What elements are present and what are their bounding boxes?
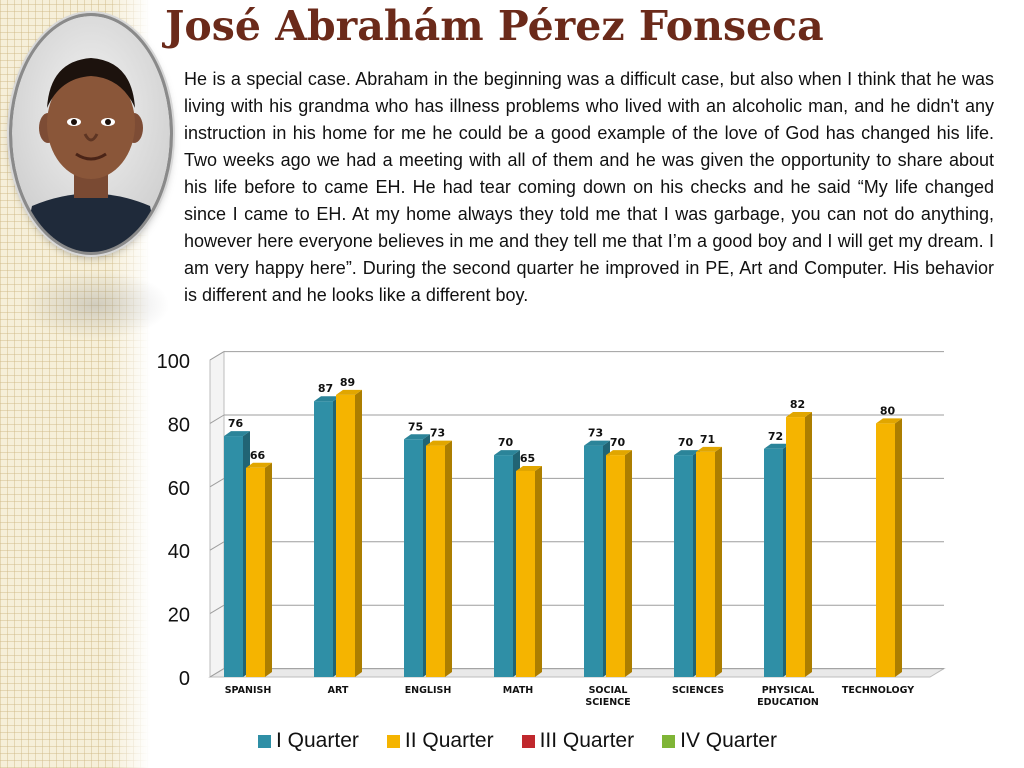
legend-swatch-q1 — [258, 734, 271, 748]
x-tick-label-2: ENGLISH — [405, 685, 452, 696]
data-label-0-6: 72 — [768, 430, 783, 443]
y-tick-label-60: 60 — [168, 478, 190, 500]
legend-label-q1: I Quarter — [276, 729, 359, 752]
bar-top-1-2 — [426, 440, 452, 446]
bar-1-0 — [246, 467, 265, 677]
x-tick-label-0: SPANISH — [225, 685, 272, 696]
legend-item-q1: I Quarter — [258, 729, 359, 753]
bar-top-1-6 — [786, 412, 812, 418]
legend-label-q3: III Quarter — [539, 729, 635, 752]
page-title: José Abrahám Pérez Fonseca — [165, 2, 824, 50]
gridline-side-80 — [209, 414, 225, 424]
x-tick-label-3: MATH — [503, 685, 534, 696]
bar-side-1-1 — [355, 389, 362, 677]
bar-0-5 — [674, 455, 693, 677]
data-label-0-5: 70 — [678, 436, 694, 449]
bar-0-3 — [494, 455, 513, 677]
x-tick-label-4-1: SCIENCE — [585, 697, 630, 708]
legend-swatch-q3 — [521, 734, 535, 748]
bar-top-0-1 — [314, 396, 340, 402]
gridline-side-40 — [209, 541, 225, 551]
bar-1-1 — [336, 394, 355, 677]
data-label-1-7: 80 — [880, 404, 896, 417]
bar-0-0 — [224, 436, 243, 677]
data-label-1-5: 71 — [700, 433, 715, 446]
legend-swatch-q4 — [662, 734, 676, 748]
data-label-1-4: 70 — [610, 436, 626, 449]
student-photo — [12, 16, 170, 252]
bar-1-4 — [606, 455, 625, 677]
bar-top-0-0 — [224, 431, 250, 437]
bar-top-0-4 — [584, 440, 610, 446]
bar-top-0-5 — [674, 450, 700, 456]
legend-item-q4: IV Quarter — [662, 729, 777, 753]
bar-0-1 — [314, 401, 333, 677]
bar-side-1-6 — [805, 412, 812, 677]
bar-top-1-0 — [246, 462, 272, 468]
chart-side-wall — [209, 350, 225, 678]
bar-1-6 — [786, 417, 805, 677]
bar-side-1-5 — [715, 446, 722, 677]
data-label-1-3: 65 — [520, 452, 535, 465]
bar-0-6 — [764, 448, 783, 677]
bar-1-7 — [876, 423, 895, 677]
data-label-0-1: 87 — [318, 382, 333, 395]
data-label-0-4: 73 — [588, 427, 603, 440]
y-tick-label-20: 20 — [168, 605, 190, 627]
y-tick-label-40: 40 — [168, 541, 190, 563]
bar-side-1-2 — [445, 440, 452, 677]
data-label-0-3: 70 — [498, 436, 514, 449]
legend-swatch-q2 — [386, 734, 400, 748]
bar-side-1-0 — [265, 462, 272, 677]
bar-0-2 — [404, 439, 423, 677]
bar-side-1-3 — [535, 465, 542, 677]
data-label-1-6: 82 — [790, 398, 805, 411]
data-label-0-2: 75 — [408, 420, 423, 433]
legend-item-q2: II Quarter — [386, 729, 494, 753]
bar-1-2 — [426, 445, 445, 677]
decorative-shadow — [20, 270, 170, 340]
bar-0-4 — [584, 445, 603, 677]
bar-top-0-3 — [494, 450, 520, 456]
gridline-side-20 — [209, 604, 225, 615]
chart-legend: I Quarter II Quarter III Quarter IV Quar… — [258, 728, 777, 754]
bar-side-1-4 — [625, 450, 632, 677]
data-label-1-0: 66 — [250, 449, 266, 462]
grades-bar-chart: 0 20 40 60 80 100 76 66 87 89 75 73 70 65 73 70 70 71 72 8… — [157, 350, 946, 708]
x-tick-label-1: ART — [328, 685, 349, 696]
bar-top-0-2 — [404, 434, 430, 440]
bar-1-5 — [696, 451, 715, 677]
bar-top-1-1 — [336, 389, 362, 395]
legend-label-q2: II Quarter — [404, 729, 494, 752]
y-tick-label-100: 100 — [157, 351, 190, 373]
x-tick-label-7: TECHNOLOGY — [842, 685, 914, 696]
gridline-side-100 — [209, 351, 225, 361]
bar-top-1-4 — [606, 450, 632, 456]
data-label-1-1: 89 — [340, 376, 355, 389]
gridline-side-0 — [209, 668, 225, 678]
legend-item-q3: III Quarter — [521, 729, 635, 753]
bar-top-1-3 — [516, 465, 542, 471]
x-tick-label-4-0: SOCIAL — [589, 685, 628, 696]
y-tick-label-0: 0 — [179, 668, 190, 690]
bar-top-0-6 — [764, 443, 790, 449]
x-tick-label-6-1: EDUCATION — [757, 697, 819, 708]
x-tick-label-6-0: PHYSICAL — [762, 685, 815, 696]
legend-label-q4: IV Quarter — [680, 729, 777, 752]
bar-top-1-7 — [876, 418, 902, 424]
bar-top-1-5 — [696, 446, 722, 452]
y-tick-label-80: 80 — [168, 414, 190, 436]
bar-1-3 — [516, 470, 535, 677]
x-tick-label-5: SCIENCES — [672, 685, 724, 696]
student-description: He is a special case. Abraham in the beg… — [184, 69, 994, 305]
bar-side-1-7 — [895, 418, 902, 677]
data-label-1-2: 73 — [430, 427, 445, 440]
data-label-0-0: 76 — [228, 417, 244, 430]
gridline-side-60 — [209, 477, 225, 488]
